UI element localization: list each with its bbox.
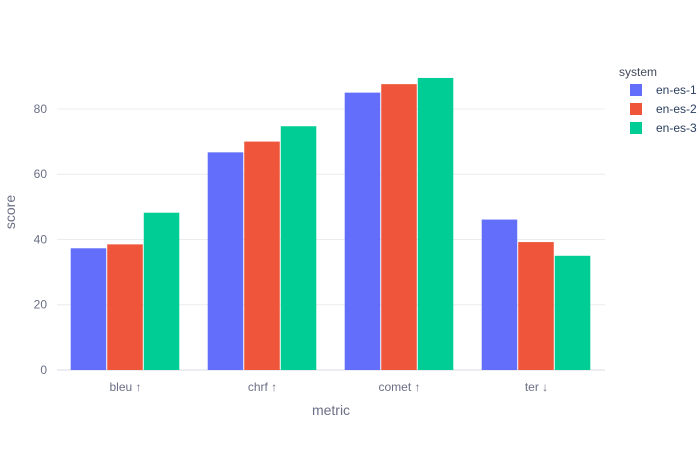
x-tick-label: comet ↑ (378, 380, 420, 394)
legend-swatch (630, 84, 642, 96)
y-tick-label: 0 (40, 363, 47, 377)
bar-en-es-2-0 (107, 244, 143, 370)
legend-label: en-es-3 (656, 121, 697, 135)
bar-en-es-2-2 (381, 84, 417, 370)
y-tick-label: 60 (34, 167, 48, 181)
bar-en-es-3-0 (143, 212, 180, 370)
y-axis-ticks: 0 20 40 60 80 (34, 102, 48, 377)
legend-title: system (619, 65, 657, 79)
x-axis-title: metric (312, 402, 350, 418)
legend-label: en-es-2 (656, 102, 697, 116)
y-tick-label: 80 (34, 102, 48, 116)
legend: system en-es-1 en-es-2 en-es-3 (619, 65, 697, 135)
bar-en-es-3-3 (554, 255, 591, 370)
bar-en-es-2-1 (244, 141, 280, 370)
bar-en-es-1-3 (481, 219, 518, 370)
y-axis-title: score (2, 195, 18, 229)
x-tick-label: chrf ↑ (248, 380, 277, 394)
x-tick-label: ter ↓ (525, 380, 548, 394)
legend-swatch (630, 122, 642, 134)
bar-en-es-1-1 (207, 152, 244, 370)
bars (70, 77, 591, 371)
legend-swatch (630, 103, 642, 115)
y-tick-label: 20 (34, 298, 48, 312)
bar-en-es-1-0 (70, 248, 107, 370)
x-axis-ticks: bleu ↑ chrf ↑ comet ↑ ter ↓ (109, 380, 548, 394)
bar-en-es-3-1 (280, 126, 317, 371)
bar-en-es-3-2 (417, 77, 454, 371)
bar-en-es-1-2 (344, 92, 381, 370)
bar-en-es-2-3 (518, 242, 554, 370)
y-tick-label: 40 (34, 232, 48, 246)
legend-label: en-es-1 (656, 83, 697, 97)
x-tick-label: bleu ↑ (109, 380, 141, 394)
